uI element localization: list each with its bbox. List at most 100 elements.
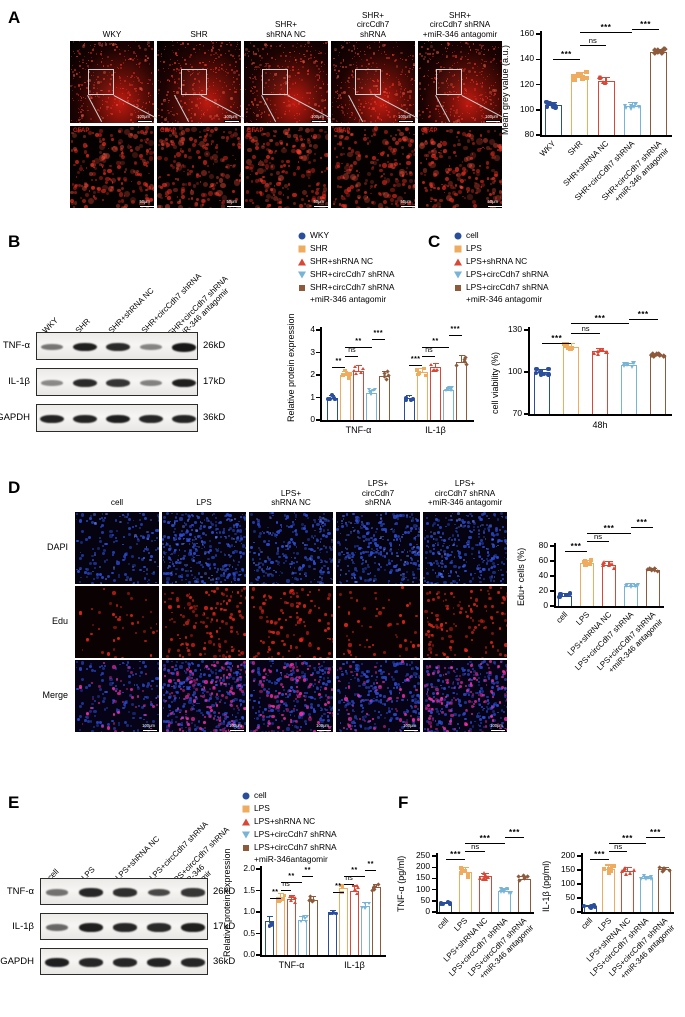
significance-line — [587, 533, 631, 535]
legend-label: WKY — [310, 230, 330, 240]
legend-square-icon — [242, 805, 249, 813]
y-axis — [320, 327, 322, 421]
significance-line — [343, 884, 355, 886]
y-axis-title: Mean grey value (a.u.) — [500, 44, 510, 135]
micrograph-dapi — [336, 512, 420, 584]
legend-item: cell — [240, 790, 337, 802]
data-point-marker — [633, 102, 638, 107]
data-point-marker — [330, 392, 334, 397]
data-point-marker — [353, 364, 358, 368]
scale-bar-label: 50μm — [139, 199, 150, 204]
scale-bar: 50μm — [226, 199, 241, 207]
western-blot-box — [40, 913, 208, 940]
data-point-marker — [546, 366, 551, 372]
error-cap — [461, 866, 470, 868]
significance-label: ns — [282, 880, 290, 888]
y-axis — [528, 327, 530, 415]
panel-a-column-header: SHR — [190, 29, 208, 39]
bar — [416, 371, 428, 420]
scale-bar-line — [490, 729, 507, 731]
error-cap — [623, 866, 632, 868]
protein-band — [181, 923, 205, 932]
panel-f-chart-tnf: 0 50 100 150 200 250 TNF-α (pg/ml) *** ns *** *** c… — [396, 828, 540, 980]
speckle-layer — [244, 126, 328, 208]
significance-label: *** — [594, 314, 606, 323]
significance-line — [579, 32, 633, 34]
scale-bar: 100μm — [142, 723, 159, 731]
y-tick-label: 0.0 — [243, 949, 255, 959]
speckle-layer — [249, 512, 333, 584]
scale-bar-label: 100μm — [311, 114, 324, 119]
y-tick — [549, 545, 554, 547]
legend-marker — [240, 816, 251, 827]
legend-item: SHR+circCdh7 shRNA +miR-346 antagomir — [296, 282, 394, 305]
legend-item: LPS+circCdh7 shRNA — [240, 829, 337, 841]
y-tick-label: 50 — [565, 892, 575, 902]
panel-letter-f: F — [398, 793, 409, 812]
legend-marker — [296, 243, 307, 254]
data-point-marker — [478, 876, 483, 881]
data-point-marker — [288, 894, 293, 898]
scale-bar: 100μm — [490, 723, 507, 731]
protein-band — [73, 414, 97, 424]
bar — [339, 375, 351, 420]
error-cap — [406, 394, 413, 396]
micrograph-merge: 100μm — [336, 660, 420, 732]
data-point-marker — [584, 69, 589, 75]
data-point-marker — [356, 886, 361, 890]
speckle-layer — [331, 126, 415, 208]
y-tick-label: 150 — [561, 864, 575, 874]
data-point-marker — [637, 105, 642, 110]
data-point-marker — [353, 887, 358, 891]
data-point-marker — [622, 104, 627, 109]
data-point-marker — [611, 565, 616, 570]
y-tick — [315, 396, 320, 399]
significance-label: ns — [581, 323, 590, 333]
y-tick — [255, 911, 260, 913]
protein-band — [113, 923, 137, 932]
scale-bar-line — [400, 205, 415, 207]
blot-protein-name: TNF-α — [6, 885, 34, 897]
micrograph-edu — [75, 586, 159, 658]
legend-item: SHR — [296, 243, 394, 255]
y-tick-label: 50 — [420, 894, 430, 905]
bar — [597, 80, 615, 135]
data-point-marker — [572, 76, 577, 82]
micrograph-dapi — [423, 512, 507, 584]
data-point-marker — [533, 370, 539, 375]
significance-label: ** — [272, 889, 279, 896]
western-blot-box — [36, 332, 198, 360]
y-tick — [431, 866, 436, 868]
group-label: TNF-α — [278, 960, 305, 970]
y-tick-label: 2.0 — [243, 863, 255, 873]
y-axis-title: TNF-α (pg/ml) — [396, 855, 406, 912]
significance-label: *** — [479, 834, 491, 843]
protein-band — [140, 343, 162, 351]
scale-bar-line — [311, 120, 328, 122]
bar — [580, 562, 594, 606]
data-point-marker — [360, 905, 365, 909]
significance-label: *** — [450, 850, 462, 859]
scale-bar-line — [226, 205, 241, 207]
data-point-marker — [534, 366, 539, 371]
bar — [602, 868, 616, 912]
legend-item: LPS+shRNA NC — [240, 816, 337, 828]
scale-bar: 100μm — [398, 114, 415, 122]
data-point-marker — [587, 905, 592, 910]
data-point-marker — [486, 875, 491, 880]
significance-label: *** — [603, 524, 615, 533]
data-point-marker — [622, 866, 627, 871]
scale-bar-label: 100μm — [142, 723, 155, 728]
panel-d-row-label: DAPI — [46, 542, 68, 552]
y-tick — [431, 900, 436, 902]
data-point-marker — [347, 376, 351, 381]
significance-bracket: *** — [445, 850, 466, 862]
data-point-marker — [447, 900, 452, 905]
scale-bar-line — [224, 120, 241, 122]
y-tick-label: 250 — [416, 850, 430, 860]
significance-bracket: *** — [646, 828, 665, 840]
data-point-marker — [341, 373, 346, 377]
legend-marker — [240, 790, 251, 801]
inset-selection-box — [88, 69, 114, 95]
significance-bracket: ** — [365, 861, 377, 873]
